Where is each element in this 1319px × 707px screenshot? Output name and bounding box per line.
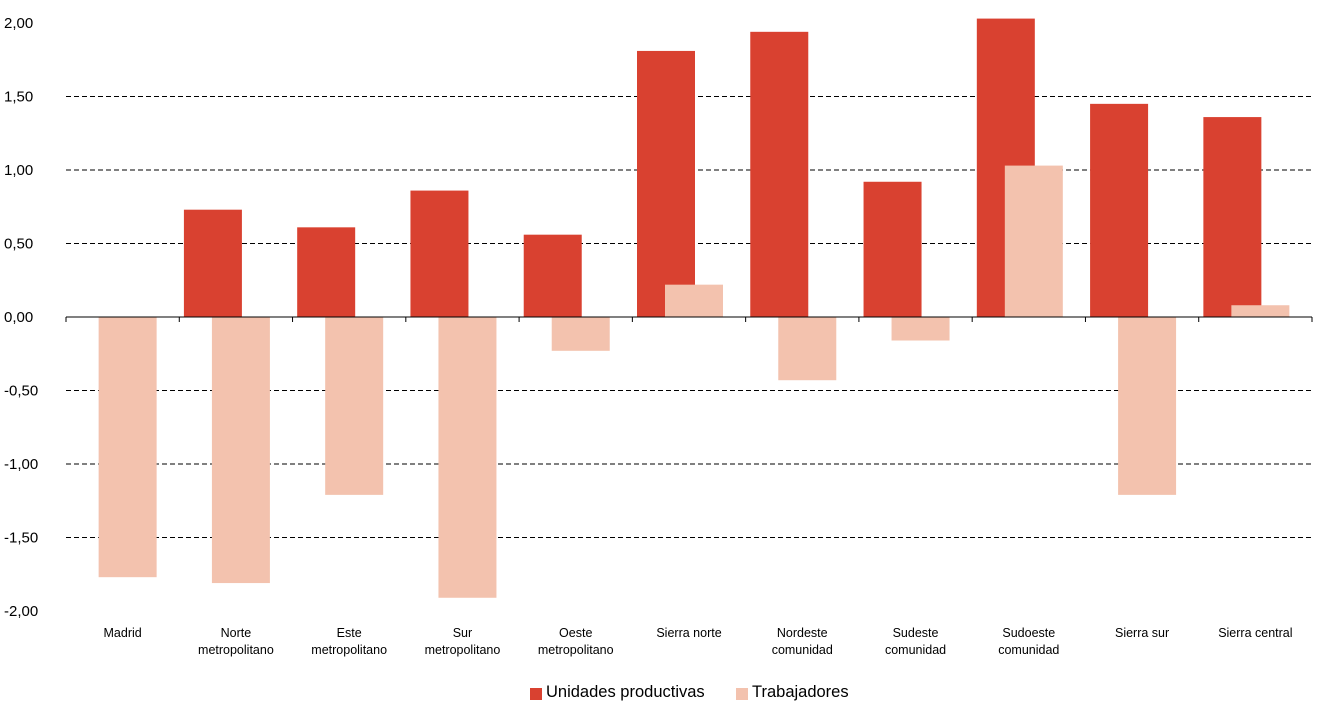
legend-label-trabajadores: Trabajadores xyxy=(752,683,849,701)
legend-label-unidades-productivas: Unidades productivas xyxy=(546,683,705,701)
y-axis-labels: 2,00 1,50 1,00 0,50 0,00 -0,50 -1,00 -1,50 -2,00 xyxy=(4,15,38,620)
bar-trabajadores xyxy=(778,317,837,381)
bar-trabajadores xyxy=(98,317,157,578)
y-tick-label: -2,00 xyxy=(4,603,38,620)
bar-trabajadores xyxy=(1118,317,1177,495)
x-axis-labels: Madrid Norte metropolitano Este metropolitan… xyxy=(104,626,1293,657)
y-tick-label: 2,00 xyxy=(4,15,33,32)
bar-trabajadores xyxy=(325,317,384,495)
bar-unidades-productivas xyxy=(863,181,922,317)
bar-trabajadores xyxy=(665,284,723,317)
y-tick-label: -1,00 xyxy=(4,456,38,473)
bar-trabajadores xyxy=(891,317,950,341)
bar-unidades-productivas xyxy=(523,234,582,317)
category-label: Oeste metropolitano xyxy=(538,626,614,657)
y-tick-label: 1,50 xyxy=(4,89,33,106)
zero-axis xyxy=(65,316,1313,322)
y-tick-label: -1,50 xyxy=(4,530,38,547)
category-label: Sur metropolitano xyxy=(425,626,501,657)
category-label: Sierra central xyxy=(1218,626,1292,640)
bar-unidades-productivas xyxy=(750,31,809,317)
category-label: Sudeste comunidad xyxy=(885,626,946,657)
legend: Unidades productivas Trabajadores xyxy=(530,683,849,701)
legend-swatch-unidades-productivas xyxy=(530,688,542,700)
bar-trabajadores xyxy=(1004,165,1063,317)
bar-trabajadores xyxy=(1231,305,1290,317)
category-label: Este metropolitano xyxy=(311,626,387,657)
category-label: Norte metropolitano xyxy=(198,626,274,657)
bar-unidades-productivas xyxy=(1203,117,1262,317)
bar-unidades-productivas xyxy=(637,50,695,318)
bar-unidades-productivas xyxy=(1090,103,1149,317)
bar-unidades-productivas xyxy=(297,227,356,317)
y-tick-label: 0,00 xyxy=(4,309,33,326)
category-label: Madrid xyxy=(104,626,142,640)
category-label: Sierra sur xyxy=(1115,626,1169,640)
bar-trabajadores xyxy=(211,317,270,584)
bar-trabajadores xyxy=(551,317,610,351)
bar-unidades-productivas xyxy=(183,209,242,317)
category-label: Nordeste comunidad xyxy=(772,626,833,657)
y-tick-label: 0,50 xyxy=(4,236,33,253)
y-tick-label: -0,50 xyxy=(4,383,38,400)
legend-swatch-trabajadores xyxy=(736,688,748,700)
bar-trabajadores xyxy=(438,317,497,598)
category-label: Sudoeste comunidad xyxy=(998,626,1059,657)
bar-unidades-productivas xyxy=(410,190,469,317)
bars xyxy=(98,18,1290,598)
category-label: Sierra norte xyxy=(656,626,721,640)
y-tick-label: 1,00 xyxy=(4,162,33,179)
